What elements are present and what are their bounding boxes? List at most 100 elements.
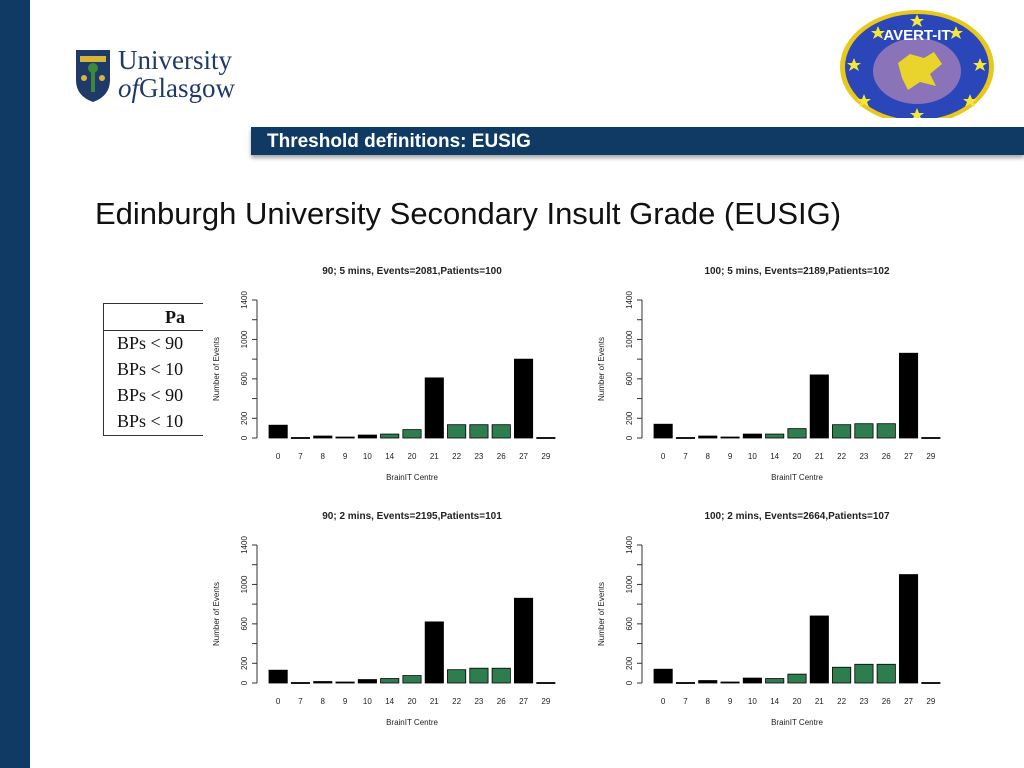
badge-text: AVERT-IT [883,27,950,44]
x-tick-label: 20 [408,452,417,461]
threshold-table: Pa BPs < 90 BPs < 10 BPs < 90 BPs < 10 [103,303,203,436]
bar [809,615,829,684]
y-tick-label: 1000 [240,330,249,348]
chart-title: 100; 5 mins, Events=2189,Patients=102 [704,266,890,277]
x-tick-label: 9 [728,697,733,706]
page-title: Threshold definitions: EUSIG [267,131,531,152]
y-axis-label: Number of Events [597,337,606,401]
x-tick-label: 26 [882,452,891,461]
bar [380,433,400,439]
y-tick-label: 600 [240,617,249,631]
x-tick-label: 29 [926,697,935,706]
university-wordmark: University ofGlasgow [118,46,235,102]
y-tick-label: 1400 [625,536,634,554]
x-tick-label: 0 [276,452,281,461]
y-tick-label: 200 [625,411,634,425]
bar-chart: 90; 2 mins, Events=2195,Patients=1010200… [212,511,556,727]
y-tick-label: 200 [240,656,249,670]
x-tick-label: 21 [815,697,824,706]
x-tick-label: 27 [519,452,528,461]
y-tick-label: 200 [240,411,249,425]
x-tick-label: 29 [926,452,935,461]
x-tick-label: 26 [882,697,891,706]
x-axis-label: BrainIT Centre [386,473,438,482]
x-tick-label: 27 [519,697,528,706]
bar [876,663,896,684]
table-row: BPs < 10 [117,359,184,379]
bar [491,667,511,684]
x-tick-label: 21 [430,452,439,461]
x-tick-label: 20 [408,697,417,706]
bar [536,682,556,684]
bar [675,437,696,439]
bar [469,667,489,684]
bar [765,433,785,439]
bar [720,436,740,439]
bar [424,621,444,684]
left-sidebar-band [0,0,30,768]
y-tick-label: 0 [625,680,634,685]
x-tick-label: 0 [661,452,666,461]
x-tick-label: 8 [321,452,326,461]
x-tick-label: 22 [837,452,846,461]
logo-line-2: ofGlasgow [118,74,235,102]
bar [698,680,718,684]
chart-title: 90; 5 mins, Events=2081,Patients=100 [322,266,502,277]
y-tick-label: 1400 [240,536,249,554]
bar [742,677,762,684]
table-rule [103,330,203,331]
bar [787,428,807,439]
x-axis-label: BrainIT Centre [386,718,438,727]
x-tick-label: 22 [452,452,461,461]
x-tick-label: 21 [815,452,824,461]
x-tick-label: 0 [661,697,666,706]
x-tick-label: 23 [474,697,483,706]
bar [854,663,874,684]
title-bar: Threshold definitions: EUSIG [251,127,1024,155]
y-tick-label: 600 [625,617,634,631]
bar [513,597,534,684]
x-tick-label: 22 [452,697,461,706]
chart-100-2min: 100; 2 mins, Events=2664,Patients=107 0 20… [590,503,960,740]
logo-glasgow: Glasgow [139,73,236,103]
bar [380,678,400,684]
chart-90-5min: 90; 5 mins, Events=2081,Patients=100 0 200… [205,258,575,495]
x-tick-label: 10 [748,697,757,706]
x-tick-label: 29 [541,697,550,706]
y-axis-label: Number of Events [597,582,606,646]
bar [402,429,422,439]
x-tick-label: 9 [343,452,348,461]
bar [675,682,696,684]
y-axis-label: Number of Events [212,337,221,401]
x-tick-label: 14 [385,452,394,461]
y-tick-label: 600 [240,372,249,386]
table-vertical-rule [103,303,104,436]
x-axis-label: BrainIT Centre [771,473,823,482]
x-tick-label: 14 [770,452,779,461]
x-tick-label: 7 [683,697,688,706]
bar [268,669,288,684]
y-axis-label: Number of Events [212,582,221,646]
chart-100-5min: 100; 5 mins, Events=2189,Patients=102 0 20… [590,258,960,495]
crest-icon [76,50,110,102]
bar [536,437,556,439]
x-tick-label: 7 [298,452,303,461]
x-axis-label: BrainIT Centre [771,718,823,727]
bar [742,433,762,439]
x-tick-label: 27 [904,452,913,461]
university-logo: University ofGlasgow [74,46,254,108]
chart-90-2min: 90; 2 mins, Events=2195,Patients=101 0 200… [205,503,575,740]
badge-underline [834,118,998,127]
bar [424,377,444,439]
y-tick-label: 600 [625,372,634,386]
bar [447,669,467,684]
bar [720,681,740,684]
x-tick-label: 0 [276,697,281,706]
x-tick-label: 8 [321,697,326,706]
bar [921,682,941,684]
bar [653,668,673,684]
x-tick-label: 21 [430,697,439,706]
bar [491,424,511,439]
logo-line-1: University [118,45,232,75]
x-tick-label: 20 [793,697,802,706]
